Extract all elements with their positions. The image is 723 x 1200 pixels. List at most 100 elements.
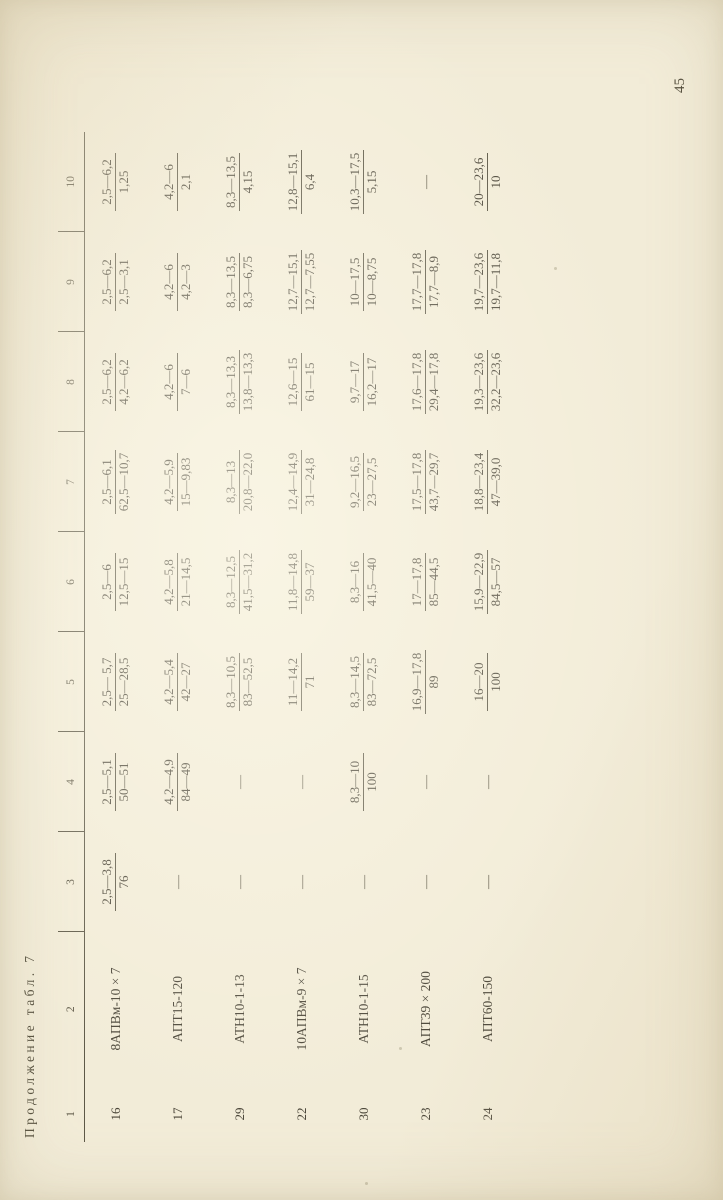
fraction-numerator: 15,9—22,9 [471, 549, 489, 615]
fraction-value: 17,5—17,8 43,7—29,7 [409, 449, 442, 515]
data-cell-c5: 16—20 100 [457, 632, 519, 732]
fraction-value: 9,7—17 16,2—17 [347, 353, 380, 411]
row-number: 17 [170, 1107, 185, 1121]
fraction-denominator: 4,2—3 [178, 264, 194, 300]
header-col-3: 3 [58, 832, 85, 932]
fraction-denominator: 19,7—11,8 [488, 252, 504, 312]
data-cell-c7: 18,8—23,4 47—39,0 [457, 432, 519, 532]
fraction-numerator: 19,7—23,6 [471, 249, 489, 315]
fraction-denominator: 47—39,0 [488, 457, 504, 507]
fraction-value: 18,8—23,4 47—39,0 [471, 449, 504, 515]
fraction-denominator: 7—6 [178, 369, 194, 395]
data-cell-c3: 2,5—3,8 76 [85, 832, 148, 932]
header-col-1: 1 [58, 1086, 85, 1142]
fraction-numerator: 8,3—13,3 [223, 349, 241, 415]
empty-dash: — [356, 875, 372, 889]
data-cell-c8: 19,3—23,6 32,2—23,6 [457, 332, 519, 432]
data-cell-c3: — [457, 832, 519, 932]
fraction-denominator: 41,5—40 [364, 557, 380, 607]
fraction-denominator: 2,1 [178, 173, 194, 191]
fraction-value: 4,2—4,9 84—49 [161, 753, 194, 811]
fraction-numerator: 12,8—15,1 [285, 149, 303, 215]
fraction-numerator: 8,3—16 [347, 553, 365, 611]
row-number: 23 [418, 1107, 433, 1121]
data-cell-c4: 2,5—5,1 50—51 [85, 732, 148, 832]
fraction-numerator: 17,5—17,8 [409, 449, 427, 515]
data-cell-c9: 17,7—17,8 17,7—8,9 [395, 232, 457, 332]
fraction-value: 12,8—15,1 6,4 [285, 149, 318, 215]
fraction-numerator: 8,3—12,5 [223, 549, 241, 615]
data-cell-c6: 15,9—22,9 84,5—57 [457, 532, 519, 632]
page-number: 45 [672, 78, 688, 93]
header-col-6: 6 [58, 532, 85, 632]
fraction-numerator: 4,2—4,9 [161, 753, 179, 811]
data-cell-c3: — [147, 832, 209, 932]
fraction-value: 12,7—15,1 12,7—7,55 [285, 249, 318, 315]
fraction-value: 12,4—14,9 31—24,8 [285, 449, 318, 515]
fraction-denominator: 100 [488, 672, 504, 692]
fraction-denominator: 89 [426, 675, 442, 689]
data-cell-c10: 20—23,6 10 [457, 132, 519, 232]
fraction-numerator: 17,6—17,8 [409, 349, 427, 415]
fraction-numerator: 8,3—13 [223, 449, 241, 515]
empty-dash: — [232, 775, 248, 789]
data-cell-c10: 10,3—17,5 5,15 [333, 132, 395, 232]
fraction-denominator: 4,2—6,2 [116, 359, 132, 405]
fraction-denominator: 59—37 [302, 562, 318, 602]
paper-speck [365, 1182, 368, 1185]
fraction-value: 8,3—10,5 83—52,5 [223, 653, 256, 711]
fraction-denominator: 50—51 [116, 762, 132, 802]
fraction-denominator: 2,5—3,1 [116, 259, 132, 305]
fraction-value: 4,2—5,9 15—9,83 [161, 453, 194, 511]
fraction-numerator: 16—20 [471, 653, 489, 711]
empty-dash: — [480, 775, 496, 789]
data-cell-c5: 4,2—5,4 42—27 [147, 632, 209, 732]
fraction-value: 4,2—6 4,2—3 [161, 253, 194, 311]
data-cell-c6: 4,2—5,8 21—14,5 [147, 532, 209, 632]
paper-speck [554, 267, 557, 270]
header-col-8: 8 [58, 332, 85, 432]
row-number: 29 [232, 1107, 247, 1121]
data-cell-c7: 2,5—6,1 62,5—10,7 [85, 432, 148, 532]
fraction-value: 8,3—13,3 13,8—13,3 [223, 349, 256, 415]
fraction-value: 11,8—14,8 59—37 [285, 549, 318, 615]
fraction-value: 8,3—10 100 [347, 753, 380, 811]
fraction-denominator: 32,2—23,6 [488, 352, 504, 412]
fraction-numerator: 9,2—16,5 [347, 453, 365, 511]
empty-dash: — [294, 875, 310, 889]
data-cell-c8: 4,2—6 7—6 [147, 332, 209, 432]
data-cell-c4: 4,2—4,9 84—49 [147, 732, 209, 832]
fraction-value: 2,5—6,2 2,5—3,1 [99, 253, 132, 311]
fraction-numerator: 2,5—6 [99, 553, 117, 611]
empty-dash: — [294, 775, 310, 789]
fraction-numerator: 4,2—6 [161, 153, 179, 211]
data-cell-c4: — [457, 732, 519, 832]
fraction-value: 8,3—14,5 83—72,5 [347, 653, 380, 711]
fraction-numerator: 20—23,6 [471, 153, 489, 211]
data-cell-c7: 12,4—14,9 31—24,8 [271, 432, 333, 532]
data-cell-c5: 8,3—10,5 83—52,5 [209, 632, 271, 732]
fraction-denominator: 41,5—31,2 [240, 552, 256, 612]
fraction-denominator: 62,5—10,7 [116, 452, 132, 512]
fraction-numerator: 8,3—14,5 [347, 653, 365, 711]
fraction-numerator: 10,3—17,5 [347, 149, 365, 215]
header-col-10: 10 [58, 132, 85, 232]
fraction-numerator: 2,5—5,1 [99, 753, 117, 811]
fraction-value: 10,3—17,5 5,15 [347, 149, 380, 215]
data-cell-c9: 19,7—23,6 19,7—11,8 [457, 232, 519, 332]
fraction-denominator: 12,7—7,55 [302, 252, 318, 312]
fraction-value: 2,5—5,1 50—51 [99, 753, 132, 811]
fraction-denominator: 4,15 [240, 170, 256, 194]
fraction-denominator: 76 [116, 875, 132, 889]
fraction-denominator: 13,8—13,3 [240, 352, 256, 412]
row-label: 10АПВм-9 × 7 [294, 967, 309, 1051]
fraction-numerator: 2,5—6,2 [99, 253, 117, 311]
fraction-value: 11—14,2 71 [285, 653, 318, 711]
fraction-denominator: 10 [488, 175, 504, 189]
empty-dash: — [418, 175, 434, 189]
empty-dash: — [170, 875, 186, 889]
row-label: АТН10-1-15 [356, 974, 371, 1044]
data-cell-c5: 11—14,2 71 [271, 632, 333, 732]
